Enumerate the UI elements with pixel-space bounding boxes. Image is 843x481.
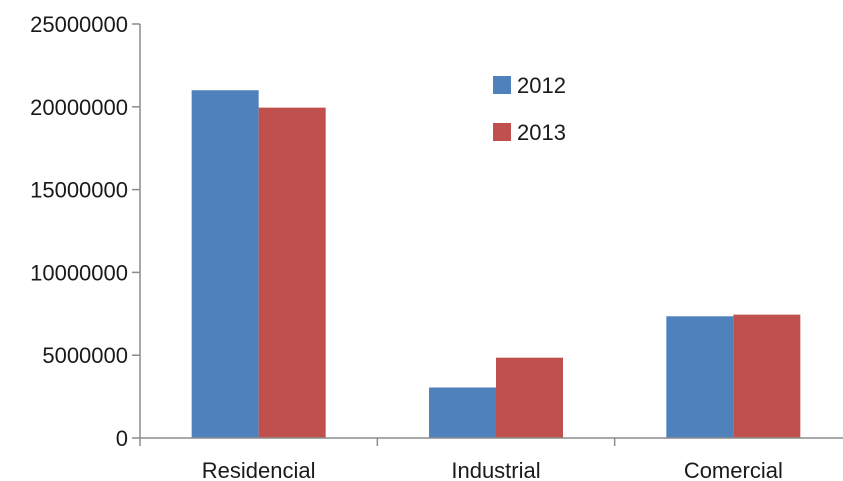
legend-label-2012: 2012 bbox=[517, 73, 566, 98]
bars-group bbox=[191, 90, 801, 439]
bar-2013-industrial bbox=[496, 357, 563, 438]
legend: 2012 2013 bbox=[493, 73, 566, 145]
axes bbox=[139, 24, 843, 439]
category-label-comercial: Comercial bbox=[684, 458, 783, 481]
legend-label-2013: 2013 bbox=[517, 120, 566, 145]
bar-2013-residencial bbox=[258, 107, 326, 439]
y-tick-label: 10000000 bbox=[30, 260, 128, 285]
y-tick-label: 20000000 bbox=[30, 95, 128, 120]
y-tick-label: 0 bbox=[116, 426, 128, 451]
y-tick-label: 5000000 bbox=[42, 343, 128, 368]
legend-swatch-2012 bbox=[493, 76, 511, 94]
y-axis-ticks: 0 5000000 10000000 15000000 20000000 25000000 bbox=[30, 12, 140, 451]
x-axis-ticks bbox=[139, 438, 616, 446]
y-tick-label: 15000000 bbox=[30, 178, 128, 203]
bar-2012-industrial bbox=[429, 387, 496, 438]
bar-2012-comercial bbox=[666, 316, 734, 438]
category-label-industrial: Industrial bbox=[451, 458, 540, 481]
category-label-residencial: Residencial bbox=[202, 458, 316, 481]
bar-2012-residencial bbox=[191, 90, 259, 439]
category-labels: Residencial Industrial Comercial bbox=[202, 458, 783, 481]
legend-swatch-2013 bbox=[493, 123, 511, 141]
y-tick-label: 25000000 bbox=[30, 12, 128, 37]
bar-2013-comercial bbox=[733, 314, 801, 438]
